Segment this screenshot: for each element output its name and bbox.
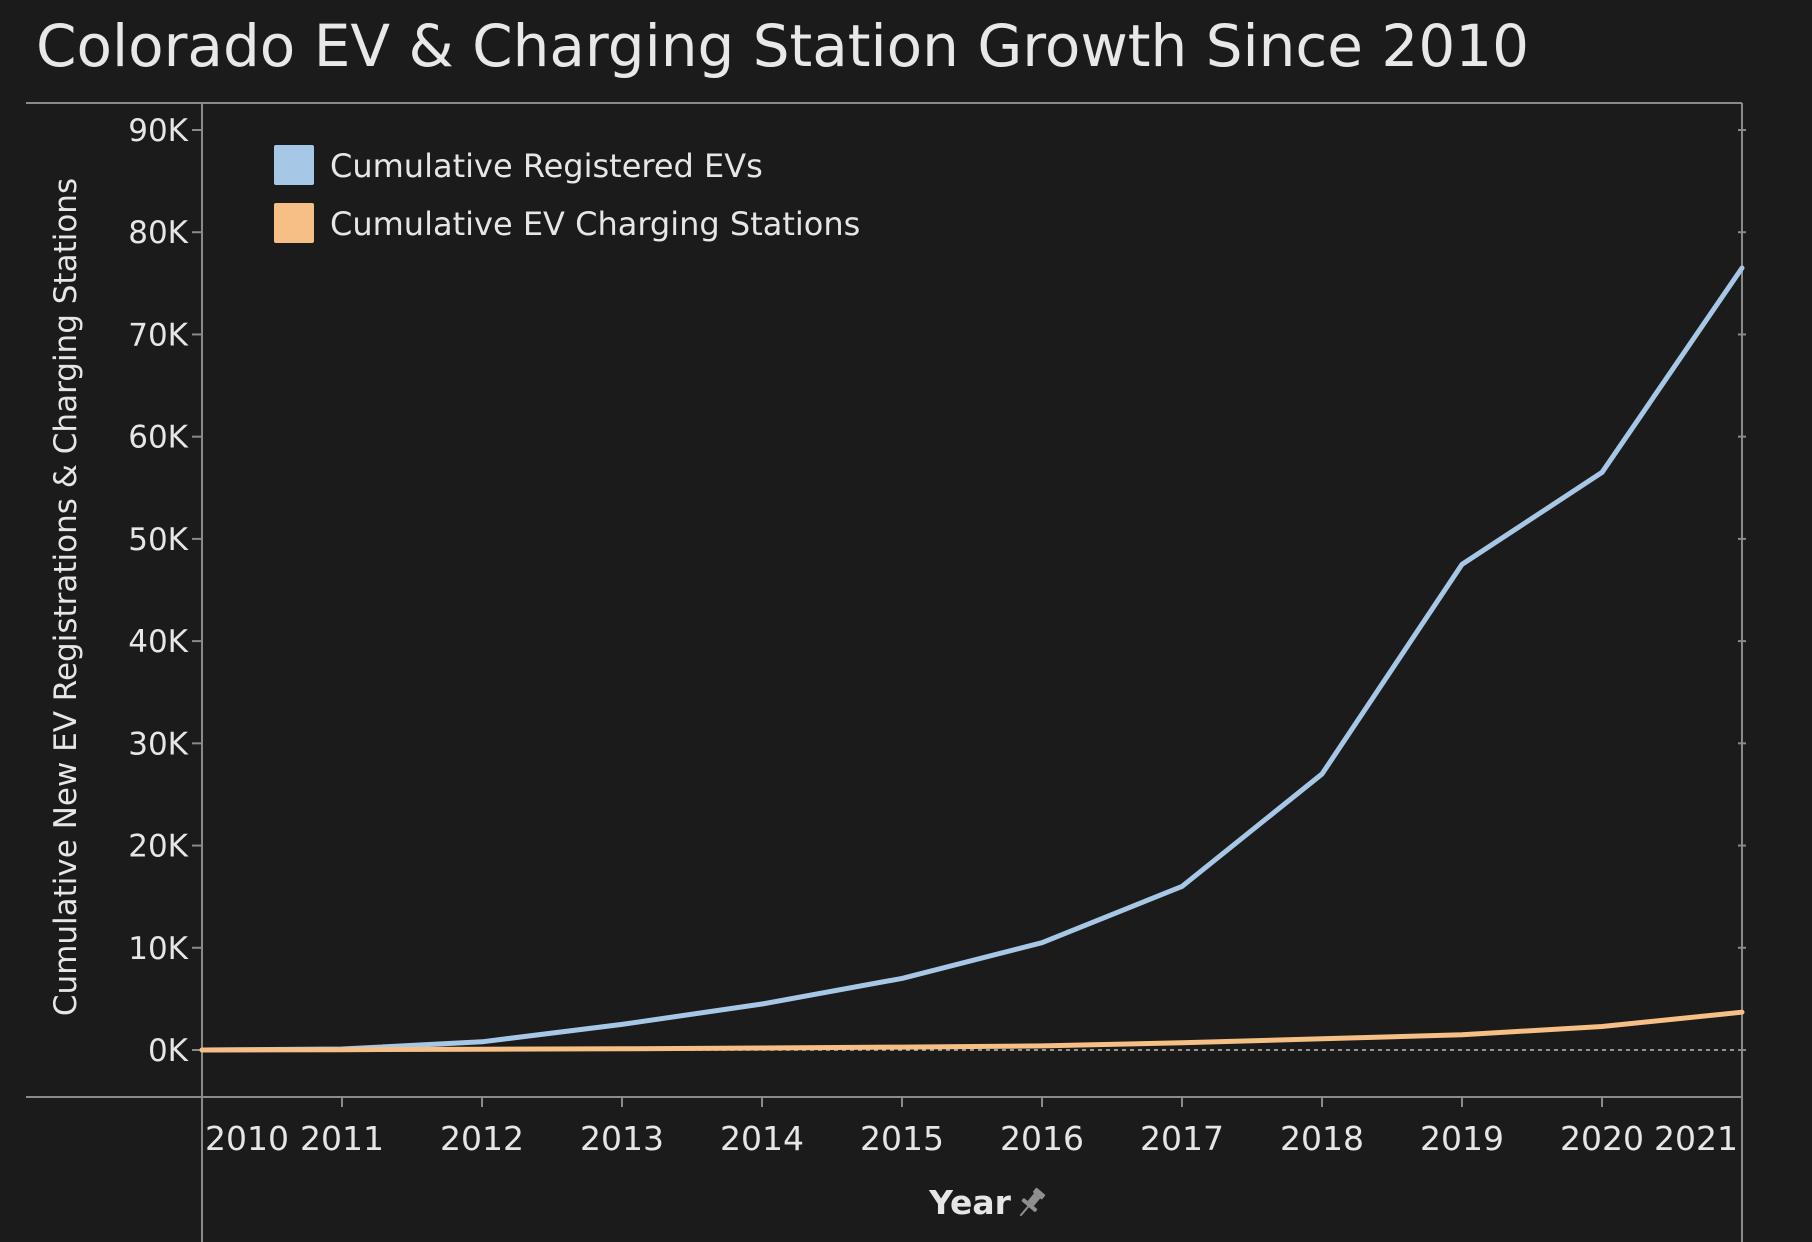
y-tick-label: 0K <box>148 1033 189 1069</box>
x-tick-label: 2019 <box>1420 1119 1504 1158</box>
x-tick-label: 2011 <box>300 1119 384 1158</box>
y-tick-label: 10K <box>128 931 188 967</box>
chart-title: Colorado EV & Charging Station Growth Si… <box>36 12 1529 80</box>
series-layer <box>199 265 1745 1053</box>
x-tick-label: 2015 <box>860 1119 944 1158</box>
legend-swatch <box>274 203 314 243</box>
x-tick-label: 2021 <box>1654 1119 1738 1158</box>
legend-label: Cumulative Registered EVs <box>330 147 763 185</box>
y-axis-title: Cumulative New EV Registrations & Chargi… <box>48 178 84 1016</box>
x-tick-label: 2018 <box>1280 1119 1364 1158</box>
y-tick-label: 60K <box>128 420 188 456</box>
x-tick-label: 2020 <box>1560 1119 1644 1158</box>
pin-icon[interactable] <box>1014 1185 1048 1221</box>
y-tick-label: 50K <box>128 522 188 558</box>
x-axis-title-group: Year <box>928 1183 1048 1222</box>
y-tick-label: 80K <box>128 215 188 251</box>
legend: Cumulative Registered EVs Cumulative EV C… <box>274 145 860 243</box>
legend-swatch <box>274 145 314 185</box>
series-line-2[interactable] <box>199 1009 1745 1053</box>
plot-frame <box>26 102 1743 1242</box>
legend-label: Cumulative EV Charging Stations <box>330 205 860 243</box>
y-axis: 0K 10K 20K 30K 40K 50K 60K 70K 80K 90K <box>128 113 1746 1069</box>
x-tick-label: 2012 <box>440 1119 524 1158</box>
y-tick-label: 70K <box>128 317 188 353</box>
y-tick-label: 90K <box>128 113 188 149</box>
x-axis: 2010 2011 2012 2013 2014 2015 2016 2017 2018 2019… <box>201 1097 1743 1158</box>
x-tick-label: 2014 <box>720 1119 804 1158</box>
x-tick-label: 2013 <box>580 1119 664 1158</box>
series-line-1[interactable] <box>199 265 1745 1053</box>
x-tick-label: 2017 <box>1140 1119 1224 1158</box>
x-axis-title: Year <box>928 1183 1012 1222</box>
x-tick-label: 2016 <box>1000 1119 1084 1158</box>
y-tick-label: 20K <box>128 829 188 865</box>
y-tick-label: 40K <box>128 624 188 660</box>
x-tick-label: 2010 <box>205 1119 289 1158</box>
y-tick-label: 30K <box>128 726 188 762</box>
